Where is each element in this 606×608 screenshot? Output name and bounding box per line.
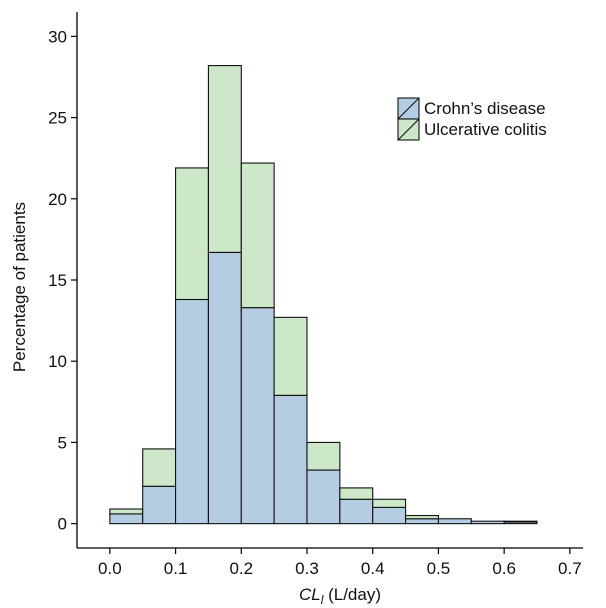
y-tick-label: 5 [58,433,67,452]
x-tick-label: 0.3 [295,559,319,578]
bar-crohns-disease-2 [175,298,209,525]
y-tick-label: 20 [48,190,67,209]
bar-crohns-disease-0 [109,513,144,525]
legend-label: Ulcerative colitis [424,120,547,139]
bar-ulcerative-colitis-1 [142,448,177,487]
bar-ulcerative-colitis-12 [503,520,538,523]
bar-crohns-disease-7 [339,498,374,525]
y-axis-ticks: 0 5 10 15 20 25 30 [48,27,77,534]
x-axis-ticks: 0.0 0.1 0.2 0.3 0.4 0.5 0.6 0.7 [98,548,582,578]
x-tick-label: 0.2 [229,559,253,578]
bar-crohns-disease-9 [405,518,439,525]
legend: Crohn’s disease Ulcerative colitis [397,97,547,141]
x-tick-label: 0.0 [98,559,122,578]
x-axis-title-subscript: l [321,593,324,607]
bar-crohns-disease-1 [142,485,177,525]
bar-ulcerative-colitis-2 [175,167,209,301]
x-tick-label: 0.4 [361,559,385,578]
legend-swatch-diagonal [397,97,420,120]
bar-ulcerative-colitis-9 [405,514,439,520]
bar-ulcerative-colitis-5 [273,316,308,396]
legend-label: Crohn’s disease [424,99,546,118]
y-tick-label: 0 [58,515,67,534]
bar-ulcerative-colitis-7 [339,487,374,500]
y-tick-label: 30 [48,27,67,46]
bar-crohns-disease-4 [240,307,275,525]
bar-crohns-disease-8 [372,506,407,525]
bar-ulcerative-colitis-4 [240,162,275,309]
y-tick-label: 25 [48,109,67,128]
bar-crohns-disease-10 [437,518,472,525]
bars-group [109,65,538,525]
bar-crohns-disease-3 [207,251,242,525]
bar-crohns-disease-5 [273,394,308,525]
bar-ulcerative-colitis-6 [306,441,341,471]
bar-crohns-disease-6 [306,469,341,525]
x-tick-label: 0.6 [492,559,516,578]
x-tick-label: 0.5 [427,559,451,578]
bar-ulcerative-colitis-8 [372,498,407,508]
bar-ulcerative-colitis-3 [207,65,242,253]
x-axis-title-unit: (L/day) [323,585,381,604]
bar-ulcerative-colitis-0 [109,508,144,515]
y-tick-label: 15 [48,271,67,290]
y-tick-label: 10 [48,352,67,371]
x-axis-title: CLl (L/day) [299,585,381,607]
x-tick-label: 0.7 [558,559,582,578]
x-axis-title-symbol: CL [299,585,321,604]
bar-crohns-disease-11 [470,520,505,525]
legend-swatch-diagonal [397,118,420,141]
y-axis-title: Percentage of patients [10,202,29,372]
x-tick-label: 0.1 [164,559,188,578]
